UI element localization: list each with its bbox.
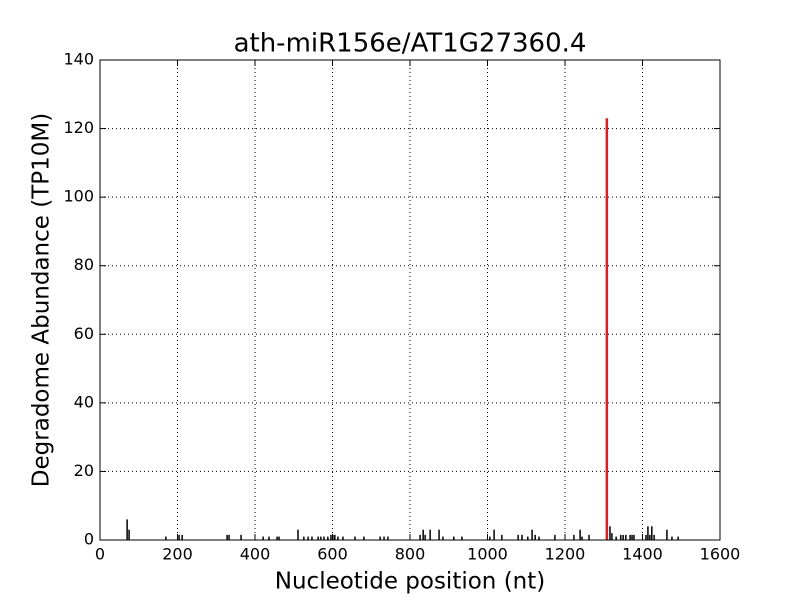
x-tick-label: 0 [95, 545, 105, 564]
x-tick-label: 1200 [545, 545, 586, 564]
x-axis-label: Nucleotide position (nt) [275, 569, 545, 595]
x-tick-label: 1000 [467, 545, 508, 564]
x-tick-label: 400 [240, 545, 271, 564]
y-tick-label: 140 [63, 50, 94, 69]
x-tick-label: 200 [162, 545, 193, 564]
chart-title: ath-miR156e/AT1G27360.4 [234, 29, 587, 59]
x-tick-label: 1600 [700, 545, 741, 564]
y-axis-label: Degradome Abundance (TP10M) [29, 113, 55, 487]
x-tick-label: 800 [395, 545, 426, 564]
y-tick-label: 60 [74, 324, 94, 343]
y-tick-label: 20 [74, 461, 94, 480]
x-tick-label: 600 [317, 545, 348, 564]
x-tick-label: 1400 [622, 545, 663, 564]
y-tick-label: 120 [63, 118, 94, 137]
y-tick-label: 100 [63, 187, 94, 206]
y-tick-label: 80 [74, 255, 94, 274]
plot-frame [99, 59, 721, 541]
y-tick-label: 0 [84, 530, 94, 549]
y-tick-label: 40 [74, 392, 94, 411]
